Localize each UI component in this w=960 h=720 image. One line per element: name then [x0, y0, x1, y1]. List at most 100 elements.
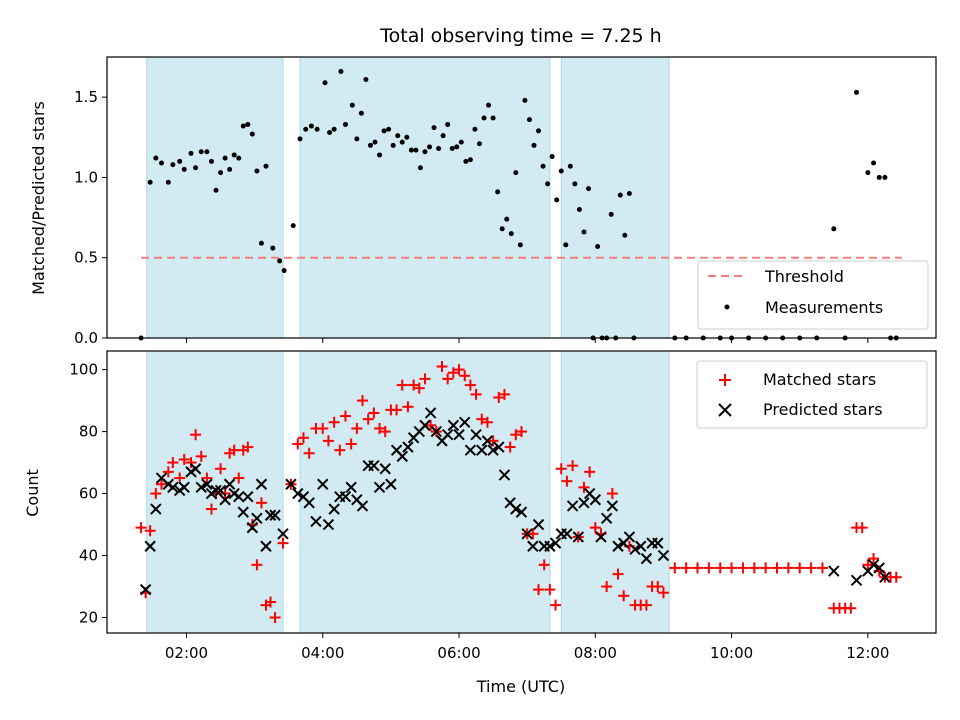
- predicted-marker-b: [464, 444, 477, 456]
- top-y-ticks: 0.0 0.5 1.0 1.5: [74, 88, 107, 347]
- measurement-point: [390, 142, 396, 148]
- measurement-point: [159, 160, 165, 166]
- predicted-star-point: [269, 509, 281, 521]
- measurement-point: [617, 192, 623, 198]
- y-tick-label: 1.5: [74, 88, 98, 106]
- measurement-point: [436, 146, 442, 152]
- matched-star-point: [251, 559, 263, 571]
- predicted-marker-b: [441, 428, 454, 441]
- matched-star-point: [255, 497, 267, 509]
- measurement-point: [263, 163, 269, 169]
- matched-star-point: [357, 395, 369, 407]
- x-tick-label: 08:00: [574, 644, 617, 662]
- measurement-point: [303, 126, 309, 132]
- predicted-marker-b: [629, 543, 641, 556]
- matched-star-point: [703, 562, 715, 574]
- matched-star-point: [156, 478, 168, 490]
- predicted-star-point: [328, 503, 340, 515]
- predicted-marker-b: [214, 484, 227, 497]
- measurement-point: [363, 76, 369, 82]
- matched-star-point: [544, 584, 556, 596]
- predicted-marker-b: [379, 463, 391, 475]
- measurement-point: [240, 123, 246, 129]
- measurement-point: [254, 168, 260, 174]
- predicted-star-point: [368, 459, 380, 472]
- top-y-axis-label: Matched/Predicted stars: [29, 101, 48, 295]
- measurement-point: [467, 157, 473, 163]
- predicted-marker-b: [470, 428, 482, 441]
- measurement-point: [567, 163, 573, 169]
- measurement-point: [854, 89, 860, 95]
- matched-star-point: [436, 360, 448, 372]
- observing-window: [299, 56, 551, 339]
- measurement-point: [417, 165, 423, 171]
- measurement-point: [270, 245, 276, 251]
- predicted-star-point: [317, 478, 329, 490]
- predicted-marker-b: [260, 540, 272, 552]
- matched-star-point: [533, 584, 545, 596]
- matched-star-point: [567, 460, 579, 472]
- measurement-point: [404, 134, 410, 140]
- predicted-star-point: [277, 528, 289, 540]
- predicted-marker-b: [402, 441, 414, 453]
- predicted-star-point: [195, 481, 207, 494]
- predicted-marker-b: [310, 515, 322, 528]
- measurement-point: [231, 152, 237, 158]
- predicted-marker-b: [328, 503, 340, 515]
- measurement-point: [486, 102, 492, 108]
- predicted-star-point: [167, 481, 179, 494]
- matched-star-point: [805, 562, 817, 574]
- x-tick-label: 06:00: [437, 644, 480, 662]
- matched-star-point: [618, 590, 630, 602]
- predicted-marker-b: [589, 494, 602, 506]
- matched-star-point: [269, 612, 281, 624]
- measurement-point: [181, 166, 187, 172]
- predicted-marker-b: [144, 540, 156, 552]
- matched-star-point: [396, 379, 408, 391]
- measurement-point: [481, 115, 487, 121]
- predicted-marker-b: [521, 528, 533, 540]
- predicted-marker-b: [292, 487, 304, 500]
- predicted-star-point: [487, 444, 499, 456]
- top-x-ticks: [185, 338, 869, 343]
- predicted-star-point: [527, 540, 539, 552]
- matched-star-point: [692, 562, 704, 574]
- predicted-star-point: [532, 518, 545, 531]
- matched-star-point: [162, 466, 174, 478]
- predicted-marker-b: [223, 478, 236, 490]
- predicted-star-point: [828, 565, 840, 577]
- measurement-point: [522, 97, 528, 103]
- measurement-point: [381, 128, 387, 134]
- matched-star-point: [816, 562, 828, 574]
- matched-star-point: [856, 522, 868, 534]
- predicted-star-point: [453, 428, 465, 441]
- bottom-legend: Matched stars Predicted stars: [696, 360, 928, 429]
- matched-star-point: [481, 416, 493, 428]
- measurement-point: [236, 155, 242, 161]
- x-tick-label: 04:00: [301, 644, 344, 662]
- measurement-point: [327, 129, 333, 135]
- matched-star-point: [277, 537, 289, 549]
- top-axes-frame: [106, 56, 937, 339]
- predicted-marker-b: [873, 562, 885, 574]
- top-legend-box: [697, 260, 929, 330]
- predicted-star-point: [150, 503, 162, 515]
- matched-star-point: [493, 391, 505, 403]
- measurement-point: [245, 121, 251, 127]
- bottom-axes-frame: [106, 350, 937, 634]
- measurement-point: [445, 121, 451, 127]
- predicted-star-point: [419, 419, 431, 432]
- predicted-marker-b: [578, 497, 590, 509]
- predicted-marker-b: [652, 537, 664, 549]
- predicted-star-point: [373, 481, 386, 494]
- predicted-star-point: [345, 481, 357, 494]
- matched-star-point: [726, 562, 738, 574]
- predicted-marker-b: [623, 531, 636, 543]
- matched-star-point: [748, 562, 760, 574]
- predicted-marker-b: [237, 506, 249, 518]
- predicted-star-points: [139, 407, 891, 596]
- chart-title: Total observing time = 7.25 h: [379, 25, 661, 47]
- predicted-star-point: [441, 428, 454, 441]
- predicted-marker-b: [430, 425, 443, 438]
- matched-star-point: [794, 562, 806, 574]
